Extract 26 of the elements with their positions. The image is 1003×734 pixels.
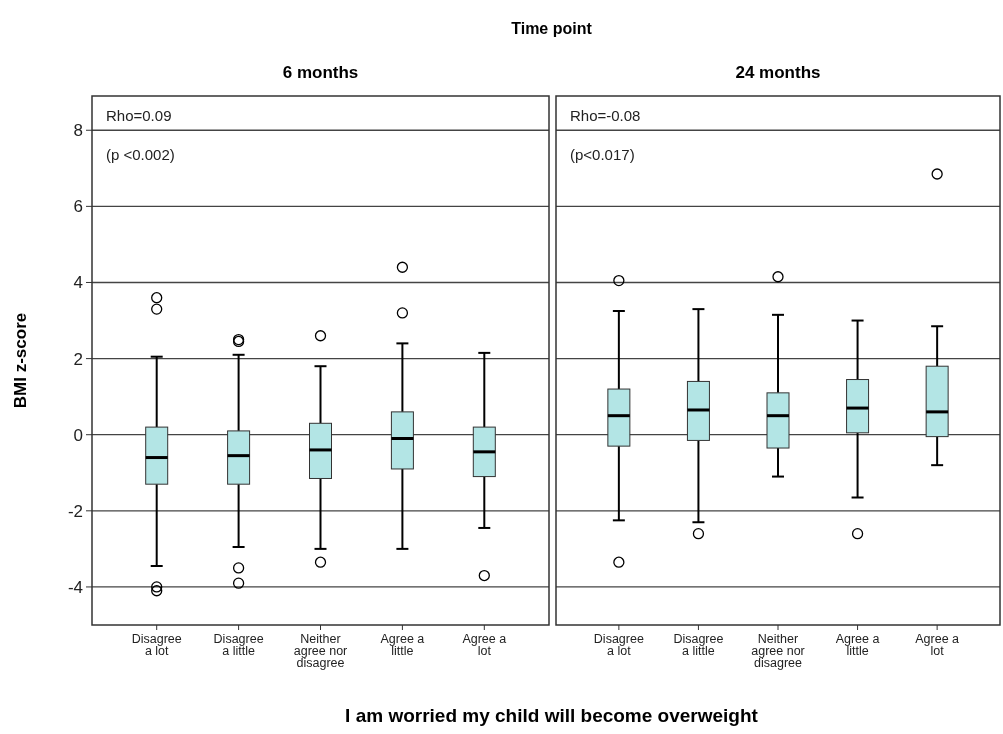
annotation: Rho=0.09 — [106, 107, 172, 124]
y-tick-label: 8 — [73, 121, 83, 141]
x-tick-label: Disagree a lot — [131, 632, 182, 658]
x-tick-label: Neither agree nor disagree — [293, 632, 348, 670]
x-axis-title: I am worried my child will become overweight — [345, 705, 759, 726]
y-axis-title: BMI z-score — [11, 312, 30, 409]
x-tick-label: Disagree a little — [673, 632, 724, 658]
chart-title: 6 months — [282, 63, 359, 82]
x-tick-label: Disagree a lot — [593, 632, 644, 658]
y-tick-label: 4 — [73, 273, 83, 293]
x-tick-label: Agree a little — [835, 632, 880, 658]
chart-title: 24 months — [735, 63, 821, 82]
annotation: (p<0.017) — [570, 146, 635, 163]
x-tick-label: Agree a little — [380, 632, 425, 658]
annotation: (p <0.002) — [106, 146, 175, 163]
x-tick-label: Agree a lot — [462, 632, 507, 658]
x-tick-label: Disagree a little — [213, 632, 264, 658]
y-tick-label: -2 — [67, 501, 83, 521]
y-tick-label: -4 — [67, 577, 83, 597]
annotation: Rho=-0.08 — [570, 107, 641, 124]
x-tick-label: Agree a lot — [915, 632, 960, 658]
x-tick-label: Neither agree nor disagree — [751, 632, 805, 670]
text: Time point — [511, 20, 593, 37]
y-tick-label: 0 — [73, 425, 83, 445]
y-tick-label: 6 — [73, 197, 83, 217]
y-tick-label: 2 — [73, 349, 83, 369]
